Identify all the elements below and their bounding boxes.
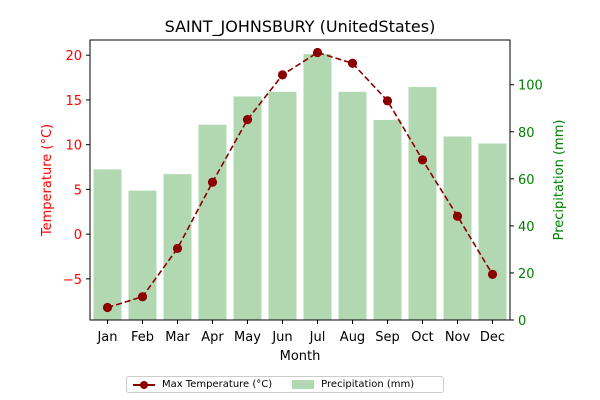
right-axis-ticks: 0 20 40 60 80 100 bbox=[510, 79, 543, 329]
left-tick-label: 10 bbox=[65, 139, 82, 154]
temperature-point-mar bbox=[172, 243, 183, 254]
left-tick-label: 0 bbox=[74, 228, 82, 243]
precipitation-bar-nov bbox=[443, 136, 472, 320]
temperature-point-nov bbox=[452, 211, 463, 221]
left-tick-label: 15 bbox=[65, 94, 82, 109]
left-axis-label: Temperature (°C) bbox=[40, 124, 55, 237]
right-tick-label: 80 bbox=[518, 126, 535, 141]
right-tick-label: 40 bbox=[518, 220, 535, 235]
legend-label-temperature: Max Temperature (°C) bbox=[162, 379, 273, 390]
x-tick-label: Aug bbox=[340, 330, 365, 345]
temperature-point-aug bbox=[347, 58, 358, 68]
right-tick-label: 60 bbox=[518, 173, 535, 188]
right-tick-label: 20 bbox=[518, 267, 535, 282]
precipitation-bar-aug bbox=[338, 91, 367, 320]
x-tick-label: Sep bbox=[375, 330, 400, 345]
temperature-point-may bbox=[242, 115, 253, 125]
precipitation-bar-apr bbox=[198, 124, 227, 321]
temperature-point-apr bbox=[207, 177, 218, 187]
x-axis-ticks: Jan Feb Mar Apr May Jun Jul Aug Sep Oct Nov Dec bbox=[96, 320, 505, 345]
right-tick-label: 100 bbox=[518, 79, 543, 94]
temperature-point-jul bbox=[312, 47, 323, 58]
x-tick-label: Dec bbox=[480, 330, 505, 345]
temperature-line bbox=[102, 47, 498, 313]
x-tick-label: Jan bbox=[96, 330, 117, 345]
temperature-point-oct bbox=[417, 155, 428, 165]
precipitation-bars bbox=[93, 54, 507, 321]
legend-line-marker-icon bbox=[133, 380, 155, 390]
temperature-point-dec bbox=[487, 269, 498, 279]
left-tick-label: 20 bbox=[65, 49, 82, 64]
precipitation-bar-jan bbox=[93, 169, 122, 320]
precipitation-bar-oct bbox=[408, 87, 437, 320]
legend-label-precipitation: Precipitation (mm) bbox=[321, 379, 415, 390]
plot-frame bbox=[89, 39, 511, 321]
x-tick-label: Nov bbox=[445, 330, 471, 345]
precipitation-bar-jul bbox=[303, 54, 332, 320]
legend-bar-patch-icon bbox=[292, 380, 315, 389]
x-tick-label: Apr bbox=[201, 330, 224, 345]
x-tick-label: Oct bbox=[411, 330, 433, 345]
temperature-point-sep bbox=[382, 96, 393, 106]
x-tick-label: Feb bbox=[131, 330, 154, 345]
x-tick-label: Mar bbox=[165, 330, 190, 345]
left-tick-label: 5 bbox=[74, 183, 82, 198]
legend-item-temperature: Max Temperature (°C) bbox=[133, 379, 272, 390]
legend-item-precipitation: Precipitation (mm) bbox=[292, 379, 414, 390]
precipitation-bar-may bbox=[233, 96, 262, 321]
x-tick-label: Jun bbox=[271, 330, 292, 345]
precipitation-bar-dec bbox=[478, 143, 507, 320]
chart-title: SAINT_JOHNSBURY (UnitedStates) bbox=[165, 17, 436, 37]
right-tick-label: 0 bbox=[518, 314, 526, 329]
left-tick-label: −5 bbox=[63, 273, 82, 288]
temperature-point-feb bbox=[137, 292, 148, 302]
precipitation-bar-sep bbox=[373, 120, 402, 320]
left-axis-ticks: −5 0 5 10 15 20 bbox=[63, 49, 90, 288]
temperature-point-jan bbox=[102, 302, 113, 313]
legend: Max Temperature (°C) Precipitation (mm) bbox=[126, 376, 444, 393]
temperature-line-path bbox=[107, 51, 494, 309]
x-tick-label: Jul bbox=[309, 330, 326, 345]
right-axis-label: Precipitation (mm) bbox=[552, 120, 567, 241]
precipitation-bar-jun bbox=[268, 91, 297, 320]
x-tick-label: May bbox=[234, 330, 261, 345]
temperature-point-jun bbox=[277, 70, 288, 80]
x-axis-label: Month bbox=[280, 349, 321, 364]
